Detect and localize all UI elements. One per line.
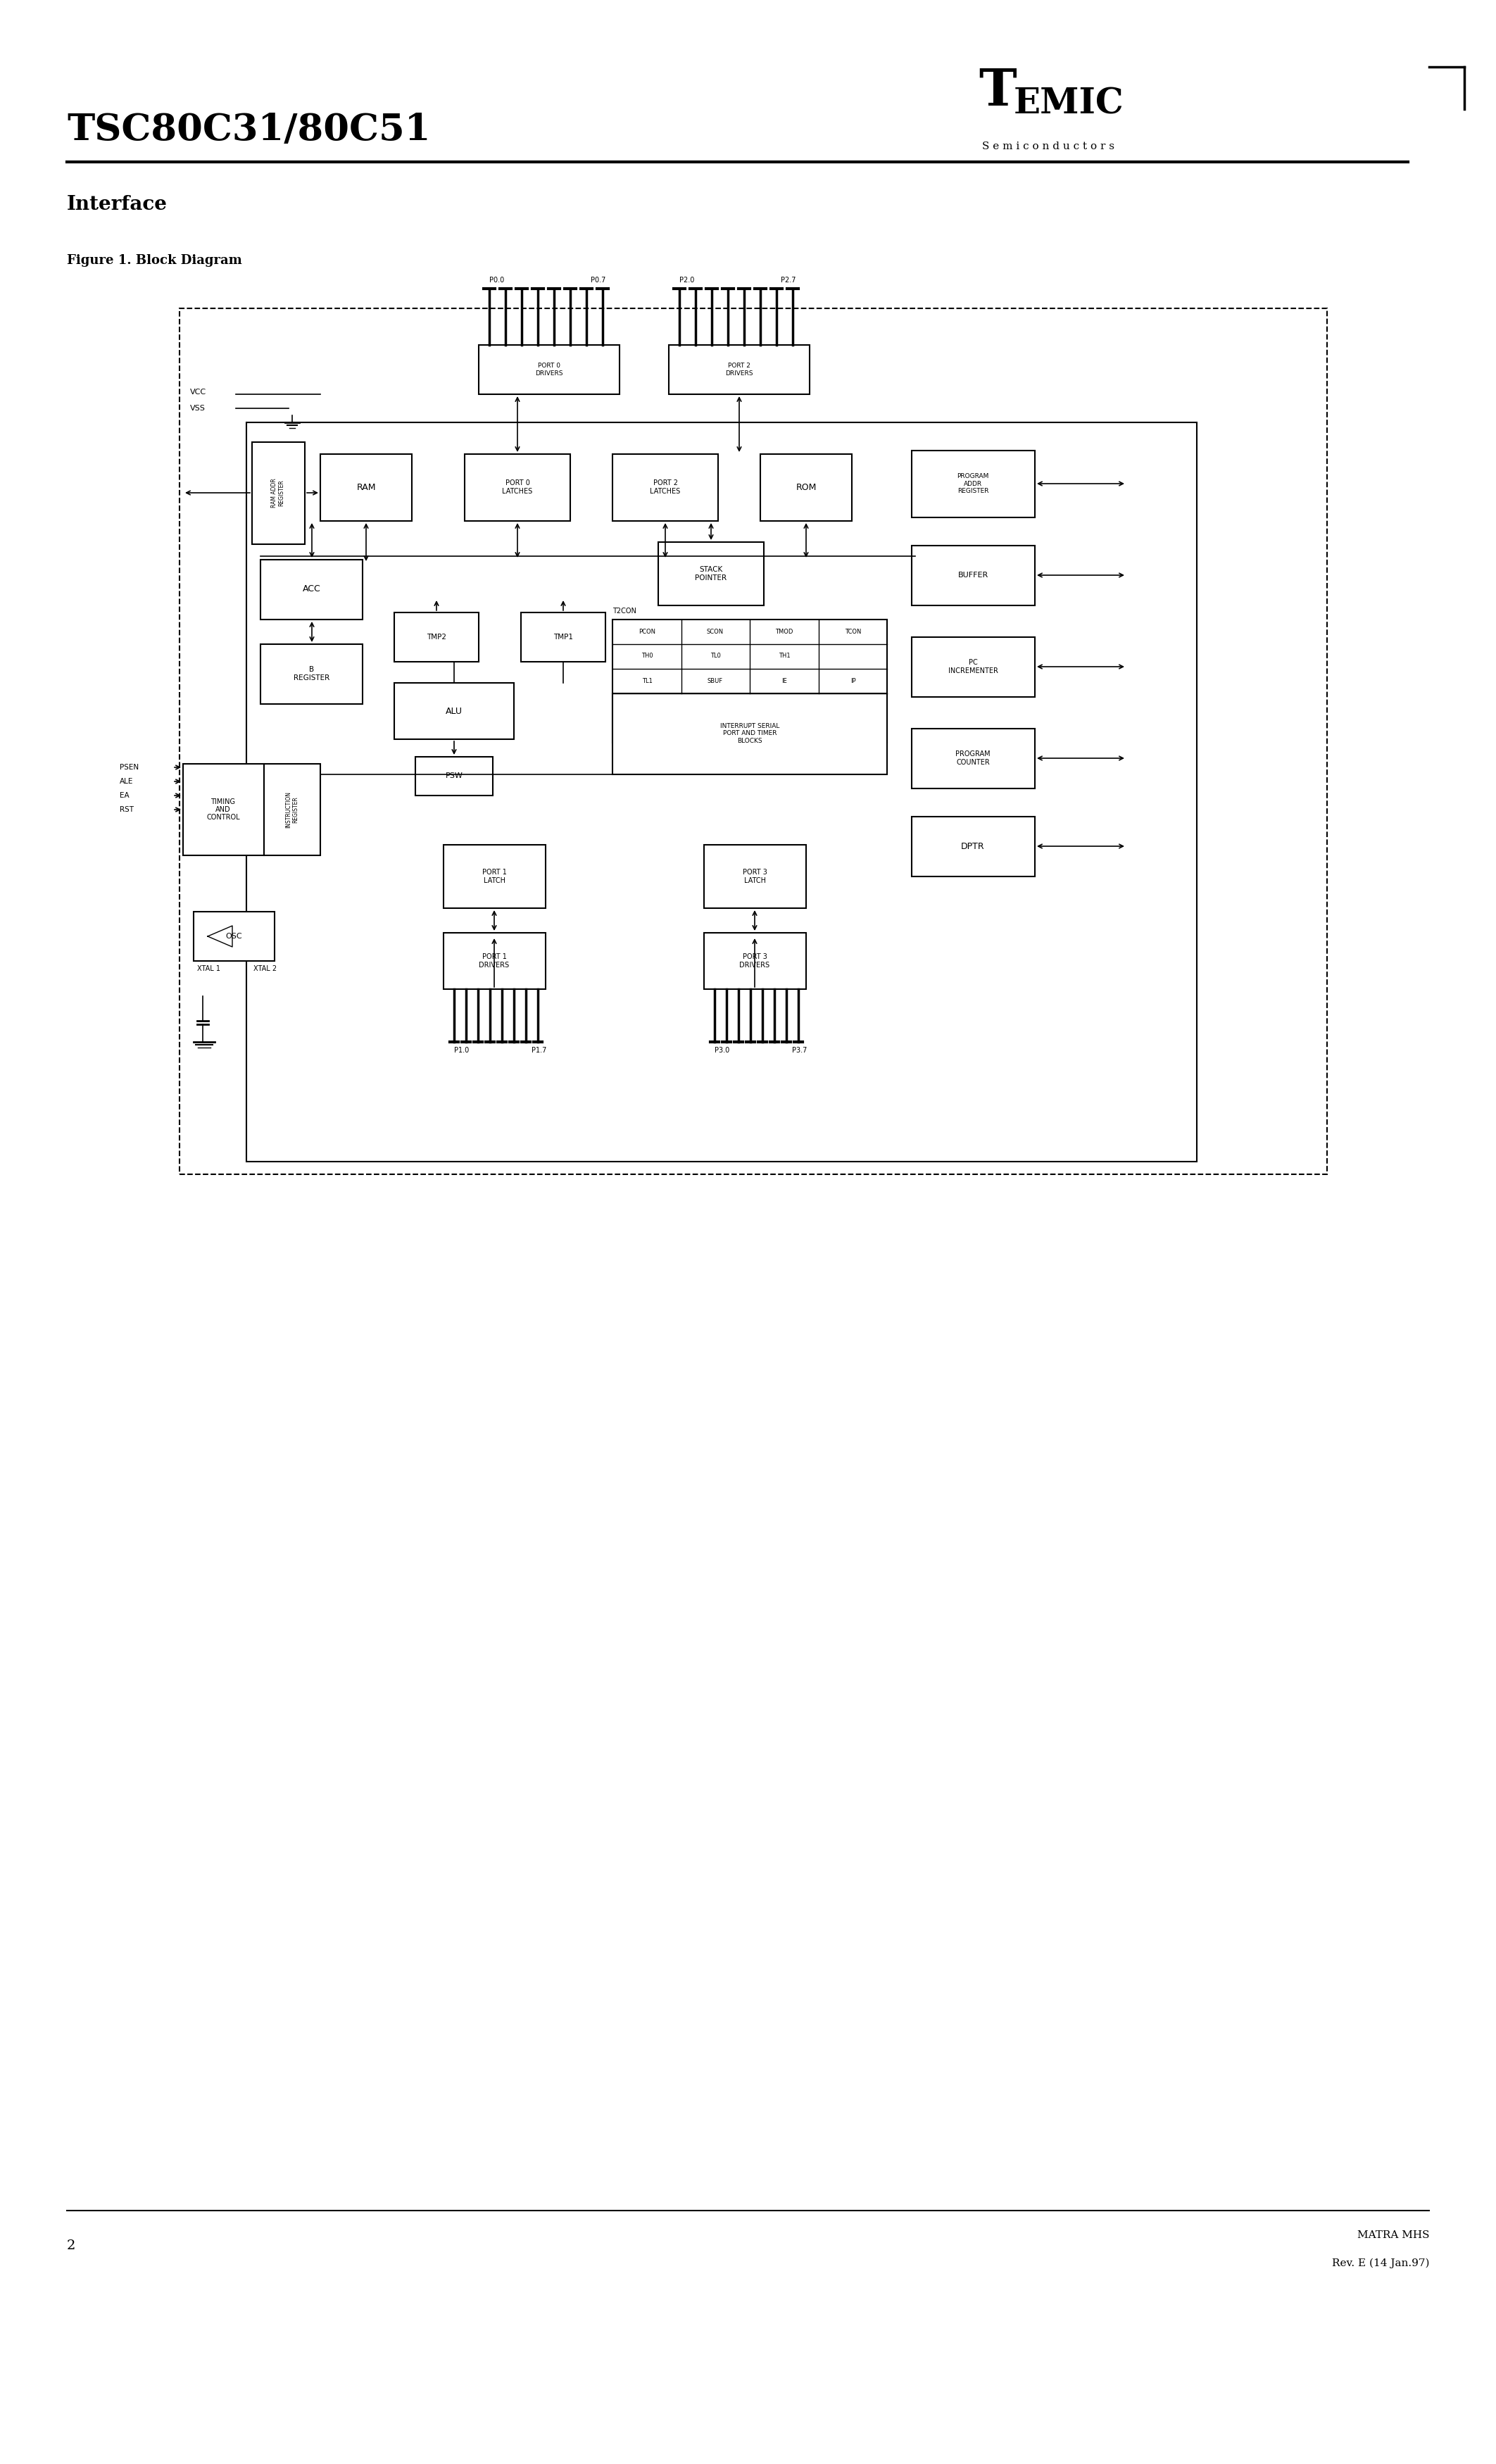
Bar [911, 451, 1035, 517]
Bar [760, 453, 851, 520]
Text: P2.0: P2.0 [679, 276, 694, 283]
Bar [612, 692, 887, 774]
Bar [521, 614, 606, 663]
Text: PORT 2
DRIVERS: PORT 2 DRIVERS [726, 362, 752, 377]
Bar [705, 845, 806, 909]
Bar [612, 453, 718, 520]
Bar [911, 729, 1035, 788]
Text: MATRA MHS: MATRA MHS [1357, 2230, 1429, 2240]
Text: P1.0: P1.0 [455, 1047, 470, 1055]
Bar [395, 614, 479, 663]
Text: S e m i c o n d u c t o r s: S e m i c o n d u c t o r s [981, 140, 1115, 150]
Text: PC
INCREMENTER: PC INCREMENTER [948, 660, 998, 675]
Text: DPTR: DPTR [960, 843, 984, 850]
Text: RST: RST [120, 806, 133, 813]
Text: TMP1: TMP1 [554, 633, 573, 641]
Text: PROGRAM
COUNTER: PROGRAM COUNTER [956, 752, 990, 766]
Text: PORT 3
LATCH: PORT 3 LATCH [742, 870, 767, 885]
Text: PSW: PSW [446, 771, 462, 779]
Text: BUFFER: BUFFER [957, 572, 989, 579]
Bar [479, 345, 619, 394]
Text: T2CON: T2CON [612, 609, 636, 614]
Text: TL0: TL0 [711, 653, 721, 660]
Text: PORT 2
LATCHES: PORT 2 LATCHES [651, 480, 681, 495]
Bar [669, 345, 809, 394]
Text: Rev. E (14 Jan.97): Rev. E (14 Jan.97) [1331, 2259, 1429, 2269]
Text: P3.7: P3.7 [791, 1047, 806, 1055]
Text: XTAL 1: XTAL 1 [197, 966, 220, 973]
Text: B
REGISTER: B REGISTER [293, 665, 331, 680]
Text: P0.0: P0.0 [489, 276, 504, 283]
Text: T: T [978, 67, 1016, 116]
Bar [705, 934, 806, 988]
Text: RAM: RAM [356, 483, 375, 493]
Bar [247, 421, 1197, 1161]
Bar [416, 756, 492, 796]
Text: PORT 0
LATCHES: PORT 0 LATCHES [503, 480, 533, 495]
Text: TSC80C31/80C51: TSC80C31/80C51 [67, 113, 431, 148]
Text: PSEN: PSEN [120, 764, 139, 771]
Text: PCON: PCON [639, 628, 655, 636]
Text: TH1: TH1 [778, 653, 790, 660]
Text: 2: 2 [67, 2240, 76, 2252]
Text: EMIC: EMIC [1014, 86, 1123, 121]
Bar [911, 545, 1035, 606]
Text: P2.7: P2.7 [781, 276, 796, 283]
Text: Figure 1. Block Diagram: Figure 1. Block Diagram [67, 254, 242, 266]
Text: ROM: ROM [796, 483, 817, 493]
Bar [911, 816, 1035, 877]
Text: INTERRUPT SERIAL
PORT AND TIMER
BLOCKS: INTERRUPT SERIAL PORT AND TIMER BLOCKS [720, 724, 779, 744]
Bar [911, 638, 1035, 697]
Text: PORT 1
DRIVERS: PORT 1 DRIVERS [479, 954, 509, 968]
Text: P1.7: P1.7 [531, 1047, 546, 1055]
Bar [260, 559, 362, 618]
Text: XTAL 2: XTAL 2 [253, 966, 277, 973]
Text: ALU: ALU [446, 707, 462, 715]
Bar [263, 764, 320, 855]
Text: INSTRUCTION
REGISTER: INSTRUCTION REGISTER [286, 791, 299, 828]
Bar [465, 453, 570, 520]
Bar [612, 618, 887, 742]
Text: SCON: SCON [706, 628, 724, 636]
Text: IE: IE [781, 678, 787, 685]
Bar [260, 643, 362, 705]
Bar [183, 764, 263, 855]
Text: VCC: VCC [190, 389, 206, 397]
Text: ACC: ACC [302, 584, 322, 594]
Text: P3.0: P3.0 [715, 1047, 730, 1055]
Bar [180, 308, 1327, 1175]
Bar [251, 441, 305, 545]
Bar [320, 453, 411, 520]
Text: IP: IP [851, 678, 856, 685]
Text: P0.7: P0.7 [591, 276, 606, 283]
Text: TMP2: TMP2 [426, 633, 446, 641]
Text: TH0: TH0 [642, 653, 652, 660]
Text: PORT 3
DRIVERS: PORT 3 DRIVERS [739, 954, 770, 968]
Text: ALE: ALE [120, 779, 133, 786]
Bar [193, 912, 275, 961]
Text: PORT 0
DRIVERS: PORT 0 DRIVERS [536, 362, 562, 377]
Text: TIMING
AND
CONTROL: TIMING AND CONTROL [206, 798, 239, 821]
Text: SBUF: SBUF [708, 678, 723, 685]
Text: PROGRAM
ADDR
REGISTER: PROGRAM ADDR REGISTER [957, 473, 989, 493]
Text: RAM ADDR
REGISTER: RAM ADDR REGISTER [271, 478, 284, 508]
Text: PORT 1
LATCH: PORT 1 LATCH [482, 870, 507, 885]
Text: EA: EA [120, 791, 129, 798]
Bar [443, 934, 546, 988]
Bar [443, 845, 546, 909]
Text: OSC: OSC [226, 934, 242, 939]
Text: TMOD: TMOD [775, 628, 793, 636]
Text: TL1: TL1 [642, 678, 652, 685]
Text: Interface: Interface [67, 195, 168, 214]
Text: TCON: TCON [845, 628, 862, 636]
Text: STACK
POINTER: STACK POINTER [696, 567, 727, 582]
Text: VSS: VSS [190, 404, 205, 411]
Bar [658, 542, 764, 606]
Bar [395, 683, 515, 739]
